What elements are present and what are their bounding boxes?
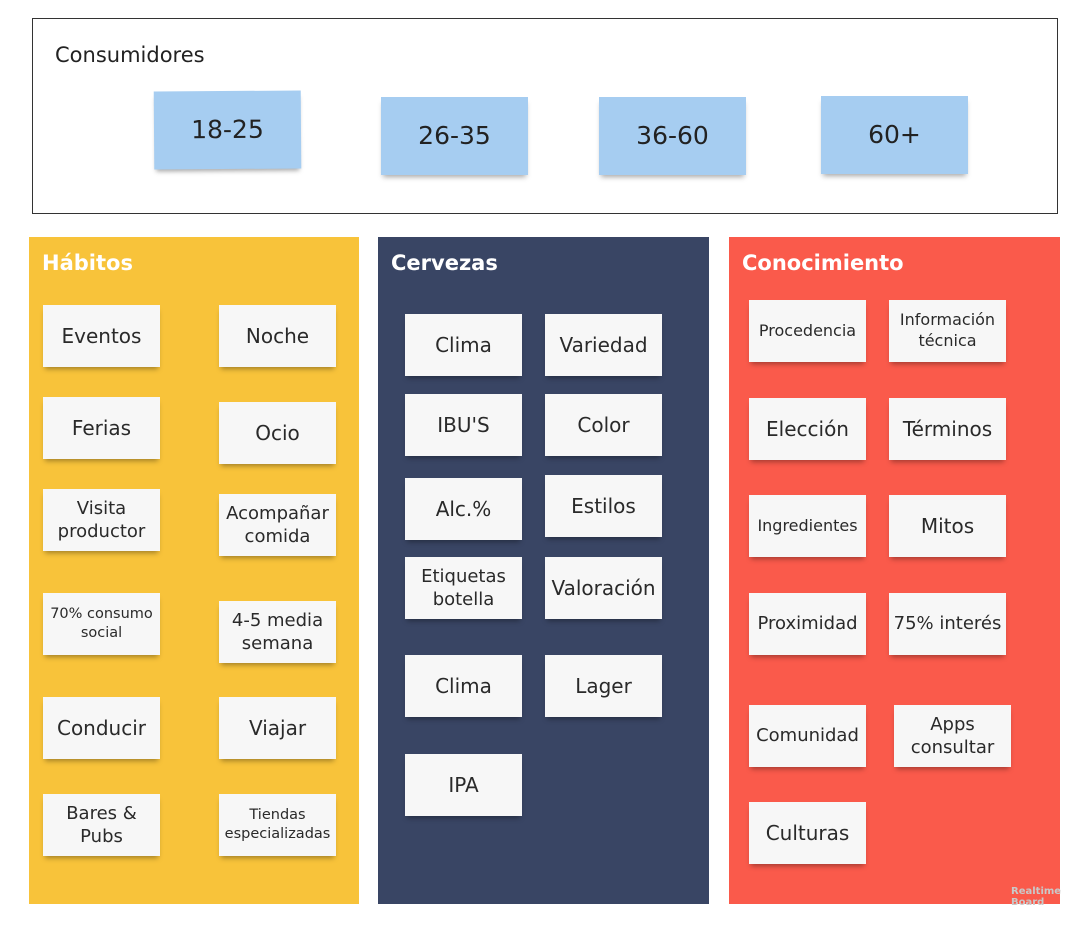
note-ferias[interactable]: Ferias xyxy=(43,397,160,459)
note-visita-productor[interactable]: Visita productor xyxy=(43,489,160,551)
note-media-semana[interactable]: 4-5 media semana xyxy=(219,601,336,663)
note-valoracion[interactable]: Valoración xyxy=(545,557,662,619)
note-eleccion[interactable]: Elección xyxy=(749,398,866,460)
watermark-line-2: Board xyxy=(1011,897,1045,908)
habitos-title: Hábitos xyxy=(42,251,133,275)
note-bares-pubs[interactable]: Bares & Pubs xyxy=(43,794,160,856)
conocimiento-title: Conocimiento xyxy=(742,251,904,275)
note-culturas[interactable]: Culturas xyxy=(749,802,866,864)
note-apps-consultar[interactable]: Apps consultar xyxy=(894,705,1011,767)
note-viajar[interactable]: Viajar xyxy=(219,697,336,759)
note-interes[interactable]: 75% interés xyxy=(889,593,1006,655)
note-alc[interactable]: Alc.% xyxy=(405,478,522,540)
note-mitos[interactable]: Mitos xyxy=(889,495,1006,557)
age-sticky-60-plus[interactable]: 60+ xyxy=(821,96,968,174)
note-proximidad[interactable]: Proximidad xyxy=(749,593,866,655)
note-informacion-tecnica[interactable]: Información técnica xyxy=(889,300,1006,362)
age-sticky-36-60[interactable]: 36-60 xyxy=(599,97,746,175)
note-variedad[interactable]: Variedad xyxy=(545,314,662,376)
note-eventos[interactable]: Eventos xyxy=(43,305,160,367)
note-noche[interactable]: Noche xyxy=(219,305,336,367)
note-clima-2[interactable]: Clima xyxy=(405,655,522,717)
note-estilos[interactable]: Estilos xyxy=(545,475,662,537)
consumers-title: Consumidores xyxy=(55,43,205,67)
watermark-line-1: Realtime xyxy=(1011,886,1062,897)
note-comunidad[interactable]: Comunidad xyxy=(749,705,866,767)
realtimeboard-watermark: Realtime Board xyxy=(1011,886,1061,908)
note-tiendas-especializadas[interactable]: Tiendas especializadas xyxy=(219,794,336,856)
note-ipa[interactable]: IPA xyxy=(405,754,522,816)
cervezas-title: Cervezas xyxy=(391,251,498,275)
age-sticky-18-25[interactable]: 18-25 xyxy=(153,90,302,170)
note-clima[interactable]: Clima xyxy=(405,314,522,376)
note-etiquetas-botella[interactable]: Etiquetas botella xyxy=(405,557,522,619)
note-ibus[interactable]: IBU'S xyxy=(405,394,522,456)
note-consumo-social[interactable]: 70% consumo social xyxy=(43,593,160,655)
note-color[interactable]: Color xyxy=(545,394,662,456)
note-terminos[interactable]: Términos xyxy=(889,398,1006,460)
note-ocio[interactable]: Ocio xyxy=(219,402,336,464)
note-ingredientes[interactable]: Ingredientes xyxy=(749,495,866,557)
note-lager[interactable]: Lager xyxy=(545,655,662,717)
note-conducir[interactable]: Conducir xyxy=(43,697,160,759)
age-sticky-26-35[interactable]: 26-35 xyxy=(381,97,528,175)
note-acompanar-comida[interactable]: Acompañar comida xyxy=(219,494,336,556)
note-procedencia[interactable]: Procedencia xyxy=(749,300,866,362)
